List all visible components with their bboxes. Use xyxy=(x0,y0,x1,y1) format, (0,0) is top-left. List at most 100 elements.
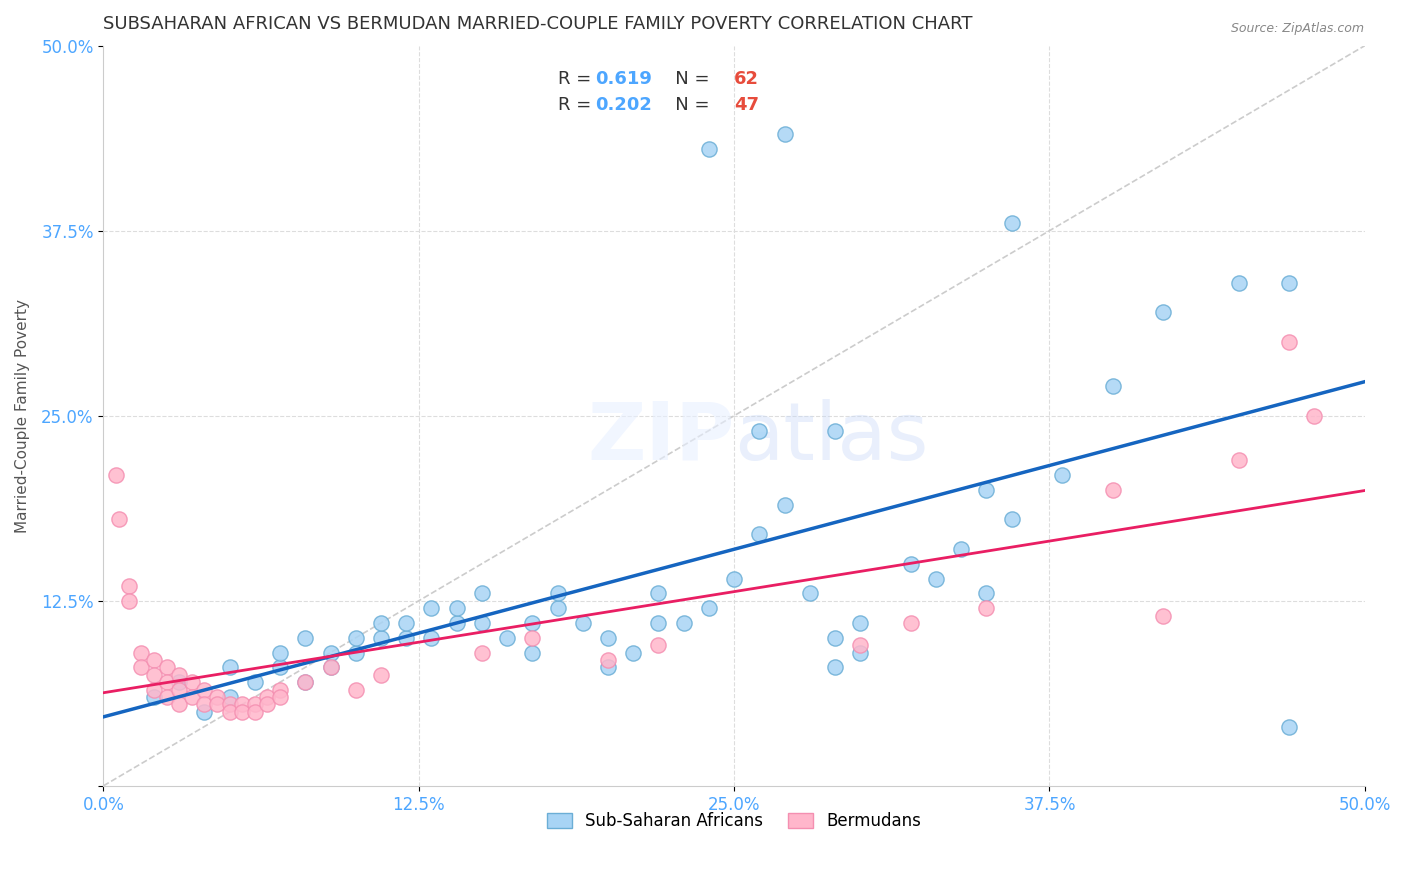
Point xyxy=(344,682,367,697)
Point xyxy=(849,638,872,652)
Point xyxy=(319,660,342,674)
Point xyxy=(193,698,215,712)
Text: N =: N = xyxy=(658,95,716,114)
Point xyxy=(1278,720,1301,734)
Point xyxy=(647,638,669,652)
Point xyxy=(167,698,190,712)
Point xyxy=(167,667,190,681)
Point xyxy=(976,586,998,600)
Text: R =: R = xyxy=(558,95,596,114)
Text: 62: 62 xyxy=(734,70,759,88)
Point xyxy=(596,660,619,674)
Point xyxy=(799,586,821,600)
Point xyxy=(243,698,266,712)
Point xyxy=(420,631,443,645)
Point xyxy=(129,660,152,674)
Point xyxy=(1101,379,1123,393)
Point xyxy=(824,424,846,438)
Point xyxy=(167,675,190,690)
Point xyxy=(256,690,278,704)
Point xyxy=(294,631,316,645)
Point xyxy=(420,601,443,615)
Point xyxy=(1278,276,1301,290)
Point xyxy=(748,527,770,541)
Point xyxy=(748,424,770,438)
Point xyxy=(471,646,494,660)
Point xyxy=(1152,305,1174,319)
Text: 47: 47 xyxy=(734,95,759,114)
Point xyxy=(370,615,392,630)
Point xyxy=(269,660,291,674)
Point xyxy=(849,646,872,660)
Point xyxy=(193,705,215,719)
Point xyxy=(496,631,519,645)
Point xyxy=(218,698,240,712)
Point xyxy=(471,615,494,630)
Point xyxy=(596,631,619,645)
Point xyxy=(118,579,141,593)
Point xyxy=(142,667,165,681)
Point xyxy=(142,653,165,667)
Point xyxy=(647,586,669,600)
Text: ZIP: ZIP xyxy=(586,399,734,477)
Point xyxy=(344,631,367,645)
Point xyxy=(269,690,291,704)
Text: atlas: atlas xyxy=(734,399,928,477)
Point xyxy=(522,615,544,630)
Point xyxy=(180,690,202,704)
Point xyxy=(205,698,228,712)
Point xyxy=(900,557,922,571)
Point xyxy=(243,675,266,690)
Point xyxy=(155,690,177,704)
Point xyxy=(142,682,165,697)
Point xyxy=(269,646,291,660)
Point xyxy=(118,593,141,607)
Point xyxy=(849,615,872,630)
Point xyxy=(471,586,494,600)
Point xyxy=(446,615,468,630)
Point xyxy=(395,615,418,630)
Point xyxy=(672,615,695,630)
Point xyxy=(218,705,240,719)
Point xyxy=(395,631,418,645)
Point xyxy=(1303,409,1326,423)
Point xyxy=(773,498,796,512)
Text: Source: ZipAtlas.com: Source: ZipAtlas.com xyxy=(1230,22,1364,36)
Point xyxy=(370,631,392,645)
Point xyxy=(1050,467,1073,482)
Text: N =: N = xyxy=(658,70,716,88)
Point xyxy=(1278,334,1301,349)
Point xyxy=(824,631,846,645)
Point xyxy=(269,682,291,697)
Point xyxy=(231,705,253,719)
Point xyxy=(1001,216,1024,230)
Point xyxy=(218,660,240,674)
Point xyxy=(976,483,998,497)
Point xyxy=(547,601,569,615)
Point xyxy=(1101,483,1123,497)
Point xyxy=(243,705,266,719)
Point xyxy=(976,601,998,615)
Point xyxy=(319,646,342,660)
Text: R =: R = xyxy=(558,70,596,88)
Point xyxy=(824,660,846,674)
Point xyxy=(231,698,253,712)
Point xyxy=(129,646,152,660)
Point xyxy=(344,646,367,660)
Point xyxy=(571,615,593,630)
Point xyxy=(193,682,215,697)
Point xyxy=(155,660,177,674)
Point xyxy=(723,572,745,586)
Text: SUBSAHARAN AFRICAN VS BERMUDAN MARRIED-COUPLE FAMILY POVERTY CORRELATION CHART: SUBSAHARAN AFRICAN VS BERMUDAN MARRIED-C… xyxy=(104,15,973,33)
Point xyxy=(1227,276,1250,290)
Legend: Sub-Saharan Africans, Bermudans: Sub-Saharan Africans, Bermudans xyxy=(540,805,928,837)
Point xyxy=(105,467,128,482)
Point xyxy=(547,586,569,600)
Text: 0.202: 0.202 xyxy=(595,95,652,114)
Point xyxy=(647,615,669,630)
Point xyxy=(167,682,190,697)
Point xyxy=(522,631,544,645)
Point xyxy=(522,646,544,660)
Point xyxy=(621,646,644,660)
Point xyxy=(950,541,973,556)
